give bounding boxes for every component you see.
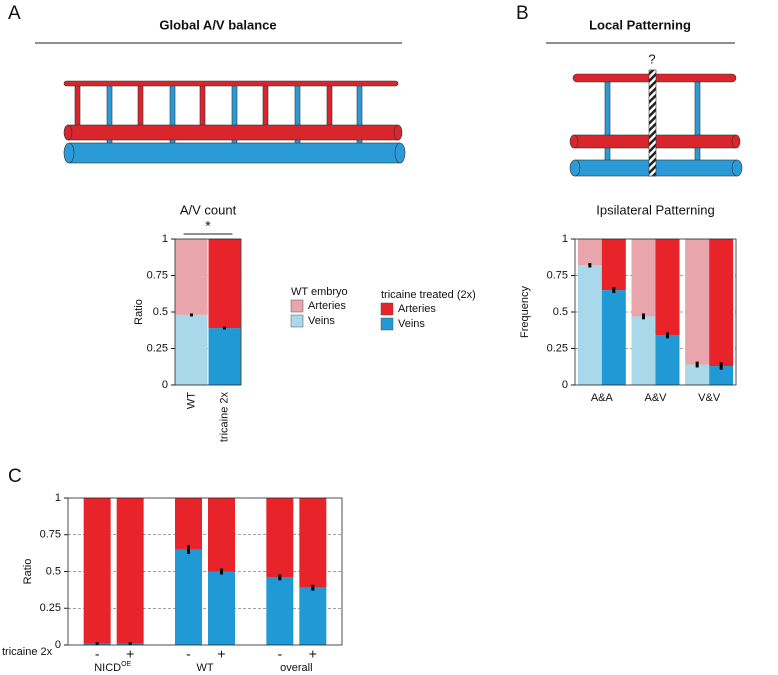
- x-sub-label: +: [217, 646, 225, 662]
- x-sub-label: -: [95, 646, 100, 662]
- bar-segment-arteries: [601, 239, 626, 291]
- bar-segment-veins: [709, 366, 734, 385]
- y-tick-label: 0.75: [147, 269, 168, 281]
- y-tick-label: 0: [562, 379, 568, 391]
- bar-segment-arteries: [577, 239, 602, 266]
- legend-label: Arteries: [308, 300, 346, 312]
- y-axis-label: Frequency: [519, 286, 531, 338]
- legend-label: Veins: [308, 315, 335, 327]
- bar-segment-arteries: [83, 498, 111, 644]
- annotation: ?: [648, 51, 655, 66]
- panel-title: Global A/V balance: [159, 17, 276, 32]
- y-axis-label: Ratio: [22, 559, 34, 585]
- legend-label: Veins: [398, 318, 425, 330]
- x-tick-label: A&V: [644, 392, 667, 404]
- legend-label: Arteries: [398, 303, 436, 315]
- bar-segment-veins: [208, 571, 235, 645]
- bar-segment-veins: [299, 587, 327, 645]
- y-tick-label: 0: [162, 379, 168, 391]
- y-tick-label: 1: [162, 233, 168, 245]
- bar-segment-arteries: [299, 498, 327, 588]
- plot-frame: [574, 238, 737, 386]
- bar-segment-veins: [175, 549, 202, 645]
- bar-segment-veins: [601, 290, 626, 385]
- legend-swatch: [290, 299, 304, 313]
- y-tick-label: 0.5: [553, 306, 568, 318]
- y-tick-label: 0.5: [153, 306, 168, 318]
- y-axis-label: Ratio: [133, 299, 145, 325]
- x-tick-label: NICD: [94, 662, 121, 674]
- bar-segment-veins: [577, 265, 602, 385]
- x-tick-label: overall: [280, 662, 312, 674]
- y-tick-label: 1: [55, 492, 61, 504]
- y-tick-label: 0.75: [40, 529, 61, 541]
- x-tick-superscript: OE: [121, 661, 131, 668]
- y-tick-label: 0.25: [147, 342, 168, 354]
- bar-segment-arteries: [175, 239, 208, 315]
- x-sub-label: -: [277, 646, 282, 662]
- bar-segment-veins: [655, 335, 680, 385]
- y-tick-label: 0: [55, 639, 61, 651]
- vessel-diagram: [569, 69, 743, 177]
- bar-segment-veins: [266, 577, 294, 645]
- bar-segment-arteries: [631, 239, 656, 317]
- y-tick-label: 0.5: [46, 565, 61, 577]
- legend-swatch: [290, 314, 304, 328]
- bar-segment-veins: [685, 364, 710, 385]
- x-tick-label: V&V: [698, 392, 721, 404]
- plot-frame: [67, 497, 343, 646]
- legend-swatch: [380, 317, 394, 331]
- legend-title: tricaine treated (2x): [381, 289, 476, 301]
- bar-segment-veins: [175, 314, 208, 385]
- bar-segment-arteries: [116, 498, 144, 644]
- plot-frame: [174, 238, 242, 386]
- y-tick-label: 0.25: [40, 602, 61, 614]
- legend-title: WT embryo: [291, 286, 348, 298]
- bar-segment-arteries: [208, 239, 241, 329]
- y-tick-label: 0.75: [547, 269, 568, 281]
- bar-segment-arteries: [266, 498, 294, 578]
- panel-title: Local Patterning: [589, 17, 691, 32]
- row-label: tricaine 2x: [2, 646, 53, 658]
- chart-title: A/V count: [180, 202, 237, 217]
- bar-segment-arteries: [208, 498, 235, 572]
- bar-segment-veins: [208, 328, 241, 385]
- x-tick-label: tricaine 2x: [218, 392, 230, 443]
- x-tick-label: WT: [196, 662, 213, 674]
- x-tick-label: WT: [185, 392, 197, 409]
- x-tick-label: A&A: [591, 392, 614, 404]
- bar-segment-arteries: [709, 239, 734, 367]
- significance-mark: *: [205, 218, 211, 234]
- bar-segment-veins: [631, 316, 656, 385]
- y-tick-label: 1: [562, 233, 568, 245]
- x-sub-label: +: [126, 646, 134, 662]
- x-sub-label: +: [309, 646, 317, 662]
- bar-segment-arteries: [175, 498, 202, 550]
- x-sub-label: -: [186, 646, 191, 662]
- panel-label: A: [8, 3, 21, 24]
- bar-segment-arteries: [655, 239, 680, 336]
- vessel-diagram: [63, 80, 406, 164]
- chart-title: Ipsilateral Patterning: [596, 202, 715, 217]
- legend-swatch: [380, 302, 394, 316]
- bar-segment-arteries: [685, 239, 710, 365]
- panel-label: C: [8, 466, 22, 487]
- panel-label: B: [516, 3, 529, 24]
- y-tick-label: 0.25: [547, 342, 568, 354]
